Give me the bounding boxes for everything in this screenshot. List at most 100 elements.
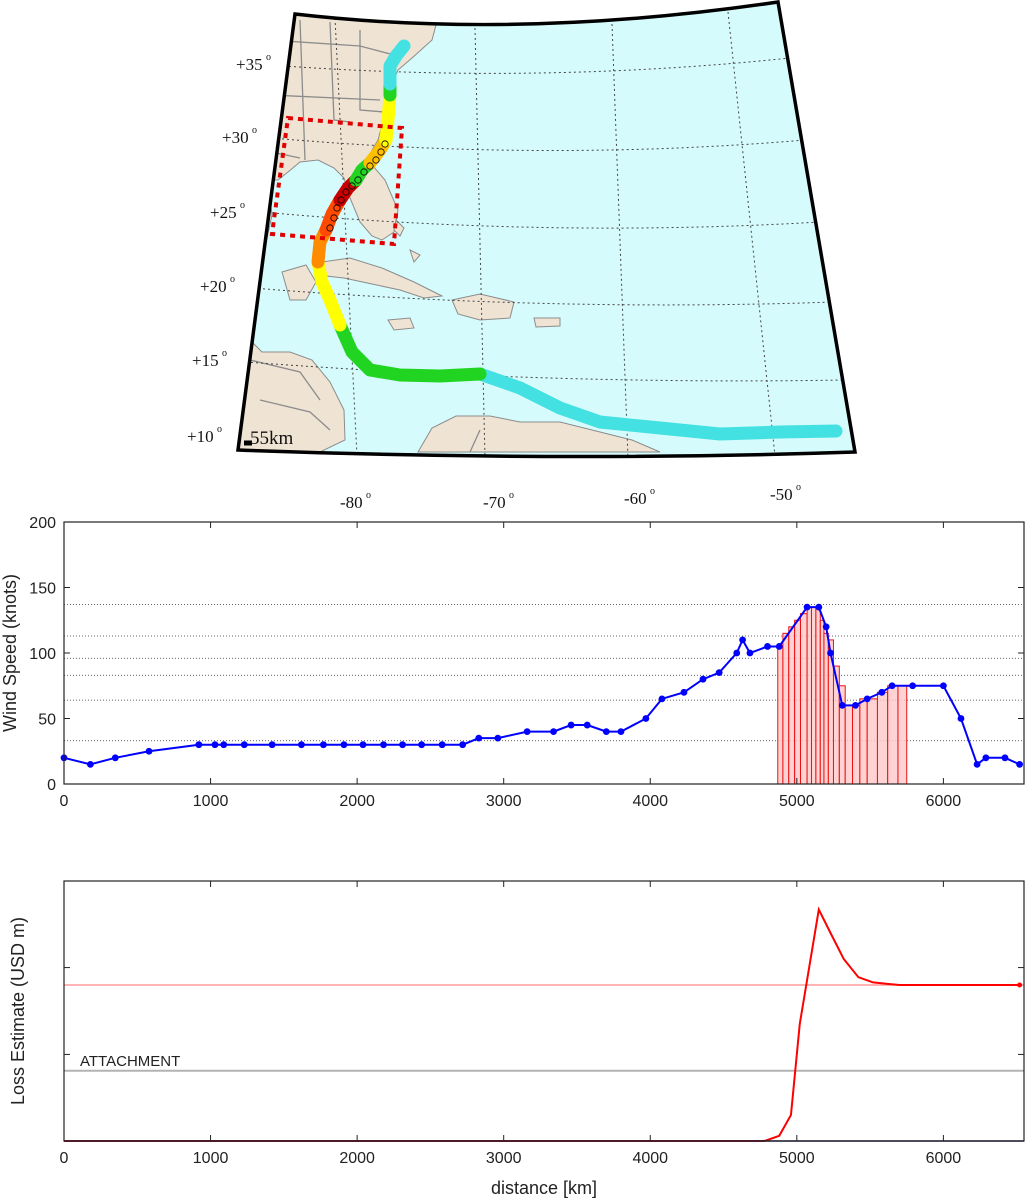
y-tick-label: 200 [29,515,56,532]
wind-point [764,643,771,650]
meridian-60 [611,23,629,457]
wind-point [523,728,531,735]
border-line [329,21,351,123]
wind-point [220,741,228,749]
wind-point [973,760,981,768]
wind-point [863,695,871,703]
x-tick-label: 2000 [339,793,375,810]
meridian-70 [474,27,486,457]
border-line [359,30,385,113]
wind-point [815,603,823,611]
latitude-label: +10 [187,427,214,446]
border-line [299,19,306,161]
wind-point [642,715,650,722]
track-marker [337,196,345,204]
wind-bar [794,619,801,785]
wind-point [195,741,203,749]
wind-point [822,623,830,631]
x-tick-label: 1000 [193,793,229,810]
track-segment-cat-1 [311,255,347,332]
wind-bar [887,685,899,785]
wind-bar [844,704,854,785]
wind-bar [832,665,840,785]
wind-point [145,747,153,755]
wind-point [583,721,591,729]
wind-point [399,741,406,749]
area-of-interest-box [269,115,405,247]
wind-point [418,741,426,749]
latitude-label: +30 [222,128,249,147]
parallel-15 [245,361,846,382]
degree-symbol: o [266,52,271,63]
track-segment-tropical-depression [383,39,411,91]
plot-frame [63,880,1025,1142]
wind-point [699,675,707,683]
wind-point [715,669,723,677]
wind-bars [777,606,908,785]
wind-point [827,649,834,657]
attachment-label: ATTACHMENT [80,1053,180,1070]
border-line [469,429,481,453]
degree-symbol: o [240,200,245,211]
wind-point [359,741,367,749]
wind-point [909,682,917,690]
wind-bar [823,632,829,785]
track-marker [333,204,341,212]
latitude-label: +15 [192,351,219,370]
y-axis-label: Wind Speed (knots) [0,574,20,732]
wind-point [957,715,965,722]
wind-point [617,728,625,735]
longitude-label: -60 [624,489,647,508]
wind-point [939,682,947,690]
wind-bar [859,698,868,785]
wind-bar [788,626,796,785]
wind-point [340,741,348,749]
wind-bar [876,691,889,785]
wind-bar [806,606,812,785]
wind-bar [810,606,817,785]
wind-point [658,695,666,703]
axis-ticks: 0 1000 2000 3000 4000 5000 6000 0 50 100 150 200 [29,515,1024,810]
x-tick-label: 2000 [339,1150,375,1167]
map-borders [249,19,481,453]
wind-point [268,741,276,749]
degree-symbol: o [650,486,655,497]
wind-point [438,741,446,749]
land-hispaniola [451,293,515,321]
wind-point [1001,754,1009,762]
degree-symbol: o [217,424,222,435]
loss-series [64,906,1023,1142]
x-tick-label: 3000 [486,1150,522,1167]
track-marker [348,182,356,190]
meridian-80 [334,17,358,457]
x-tick-label: 5000 [779,1150,815,1167]
wind-point [240,741,248,749]
y-tick-label: 50 [38,712,56,729]
wind-point [475,734,483,742]
land-south-america [417,415,661,453]
latitude-label: +35 [236,55,263,74]
wind-point [852,702,859,709]
track-marker [366,162,374,170]
wind-point [803,603,811,611]
reference-lines [64,604,1024,742]
track-segment-tropical-storm [333,318,487,383]
x-tick-label: 6000 [926,793,962,810]
x-tick-label: 1000 [193,1150,229,1167]
wind-point [211,741,219,749]
wind-bar [897,685,908,785]
wind-point [680,688,688,696]
degree-symbol: o [366,490,371,501]
track-marker [372,156,380,164]
x-tick-label: 3000 [486,793,522,810]
y-tick-label: 0 [47,777,56,794]
wind-speed-chart: 0 1000 2000 3000 4000 5000 6000 0 50 100 150 200 Wi… [0,515,1025,810]
border-line [259,399,331,431]
track-marker [354,176,362,184]
parallel-35 [283,57,791,74]
border-line [269,94,381,101]
map-graticule [245,11,846,457]
x-tick-label: 4000 [632,1150,668,1167]
map-frame [236,0,858,459]
